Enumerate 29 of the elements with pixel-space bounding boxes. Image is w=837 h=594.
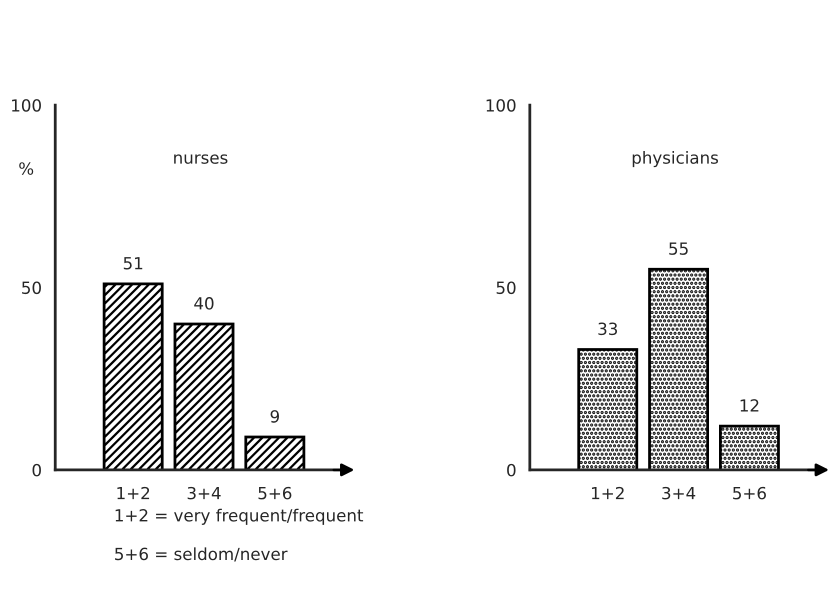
x-tick-label: 1+2 [592,486,624,500]
x-tick-label: 3+4 [662,486,696,500]
bar [174,322,234,470]
bar [244,436,306,470]
data-label: 40 [194,297,214,310]
bar [648,268,710,470]
bar [718,424,780,470]
y-axis-title: % [19,162,34,175]
y-tick-label: 0 [32,464,41,476]
y-tick-label: 0 [507,464,516,476]
data-label: 51 [124,257,142,270]
x-tick-label: 1+2 [117,486,150,500]
y-tick-label: 50 [22,281,41,294]
y-tick-label: 100 [12,99,41,112]
text: physicians [632,151,718,168]
data-label: 9 [270,410,279,423]
y-tick-label: 50 [496,281,516,294]
text: 5+6 = seldom/never [115,547,288,562]
bar [102,282,164,470]
text: nurses [174,154,228,164]
data-label: 12 [740,399,758,412]
data-label: 55 [669,242,688,255]
data-label: 33 [598,322,618,336]
bar [577,348,638,470]
x-tick-label: 3+4 [188,486,221,500]
text: 1+2 = very frequent/frequent [116,508,364,525]
x-tick-label: 5+6 [733,486,766,500]
y-tick-label: 100 [486,99,516,112]
x-tick-label: 5+6 [258,486,292,500]
